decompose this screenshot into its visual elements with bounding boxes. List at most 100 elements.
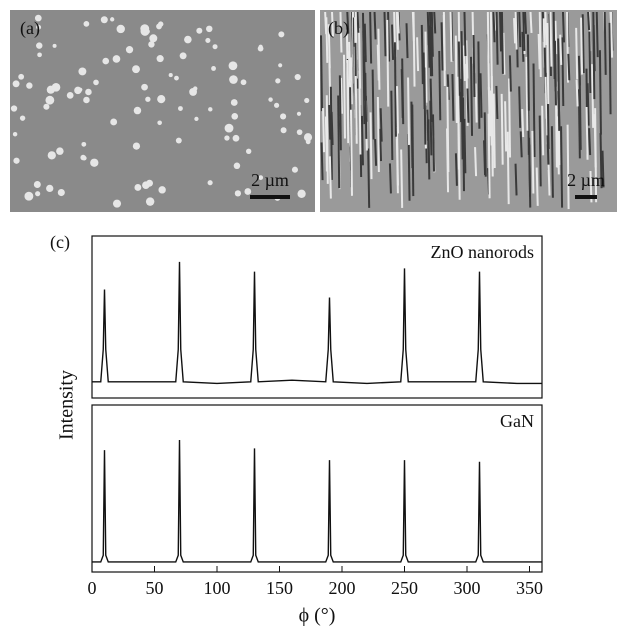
particle — [168, 73, 173, 78]
nanorod — [500, 93, 504, 165]
nanorod — [521, 31, 525, 62]
particle — [132, 65, 140, 74]
particle — [207, 180, 213, 186]
nanorod — [486, 11, 490, 90]
nanorod — [356, 11, 360, 33]
nanorod — [411, 11, 415, 41]
nanorod — [427, 25, 431, 68]
particle — [297, 189, 306, 198]
particle — [13, 157, 20, 164]
particle — [208, 107, 213, 112]
nanorod — [396, 86, 400, 134]
nanorod — [395, 11, 399, 50]
nanorod — [433, 11, 437, 34]
nanorod — [514, 11, 518, 50]
nanorod — [521, 109, 525, 138]
particle — [231, 112, 239, 120]
nanorod — [386, 19, 390, 107]
nanorod — [462, 97, 466, 192]
nanorod — [531, 130, 535, 194]
particle — [51, 82, 61, 92]
panel-label: (a) — [20, 18, 40, 39]
nanorod — [387, 11, 391, 62]
nanorod — [495, 11, 499, 65]
nanorod — [369, 112, 373, 180]
particle — [110, 17, 115, 22]
nanorod — [538, 115, 542, 187]
particle — [244, 188, 252, 195]
particle — [205, 37, 211, 43]
nanorod — [327, 24, 331, 69]
nanorod — [322, 108, 326, 153]
particle — [110, 118, 118, 126]
particle — [12, 80, 20, 88]
particle — [258, 175, 264, 180]
particle — [52, 43, 57, 48]
nanorod — [538, 11, 542, 77]
nanorod — [577, 55, 581, 86]
nanorod — [479, 73, 483, 118]
nanorod — [416, 37, 420, 72]
particle — [145, 96, 151, 102]
particle — [174, 75, 179, 81]
particle — [232, 134, 240, 142]
nanorod — [401, 58, 405, 125]
nanorod — [580, 17, 584, 75]
particle — [78, 87, 83, 92]
nanorod — [342, 54, 346, 139]
nanorod — [400, 149, 404, 208]
x-tick-label: 350 — [516, 578, 543, 598]
nanorod — [432, 114, 436, 172]
particle — [268, 97, 273, 102]
particle — [175, 137, 182, 144]
x-tick-label: 100 — [204, 578, 231, 598]
x-tick-label: 200 — [329, 578, 356, 598]
nanorod — [603, 11, 607, 75]
particle — [296, 111, 302, 116]
nanorod — [442, 15, 446, 87]
nanorod — [438, 50, 442, 121]
nanorod — [519, 131, 523, 158]
nanorod — [446, 86, 450, 173]
nanorod — [349, 57, 353, 105]
particle — [85, 88, 92, 96]
particle — [193, 86, 198, 91]
nanorod — [426, 109, 430, 141]
nanorod — [499, 11, 503, 52]
nanorod — [601, 150, 605, 188]
nanorod — [462, 45, 466, 81]
particle — [66, 91, 74, 99]
particle — [47, 151, 56, 160]
nanorod — [508, 55, 512, 92]
nanorod — [575, 79, 579, 107]
particle — [81, 141, 87, 147]
particle — [230, 99, 238, 106]
nanorod — [541, 105, 545, 156]
nanorod — [363, 23, 367, 63]
nanorod — [556, 126, 560, 169]
particle — [233, 162, 241, 170]
particle — [37, 52, 42, 58]
nanorod — [407, 134, 411, 201]
particle — [303, 133, 313, 142]
nanorod — [506, 131, 510, 205]
nanorod — [518, 86, 522, 128]
nanorod — [477, 41, 481, 129]
particle — [133, 106, 142, 115]
particle — [19, 115, 26, 121]
nanorod — [474, 83, 478, 123]
nanorod — [396, 11, 400, 34]
nanorod — [328, 104, 332, 140]
nanorod — [337, 95, 341, 189]
nanorod — [557, 91, 561, 127]
particle — [112, 199, 122, 208]
nanorod — [449, 11, 453, 62]
nanorod — [529, 11, 533, 34]
nanorod — [560, 126, 564, 208]
nanorod — [495, 85, 499, 120]
nanorod — [546, 22, 550, 104]
particle — [116, 24, 125, 34]
nanorod — [561, 37, 565, 107]
nanorods — [320, 11, 614, 210]
